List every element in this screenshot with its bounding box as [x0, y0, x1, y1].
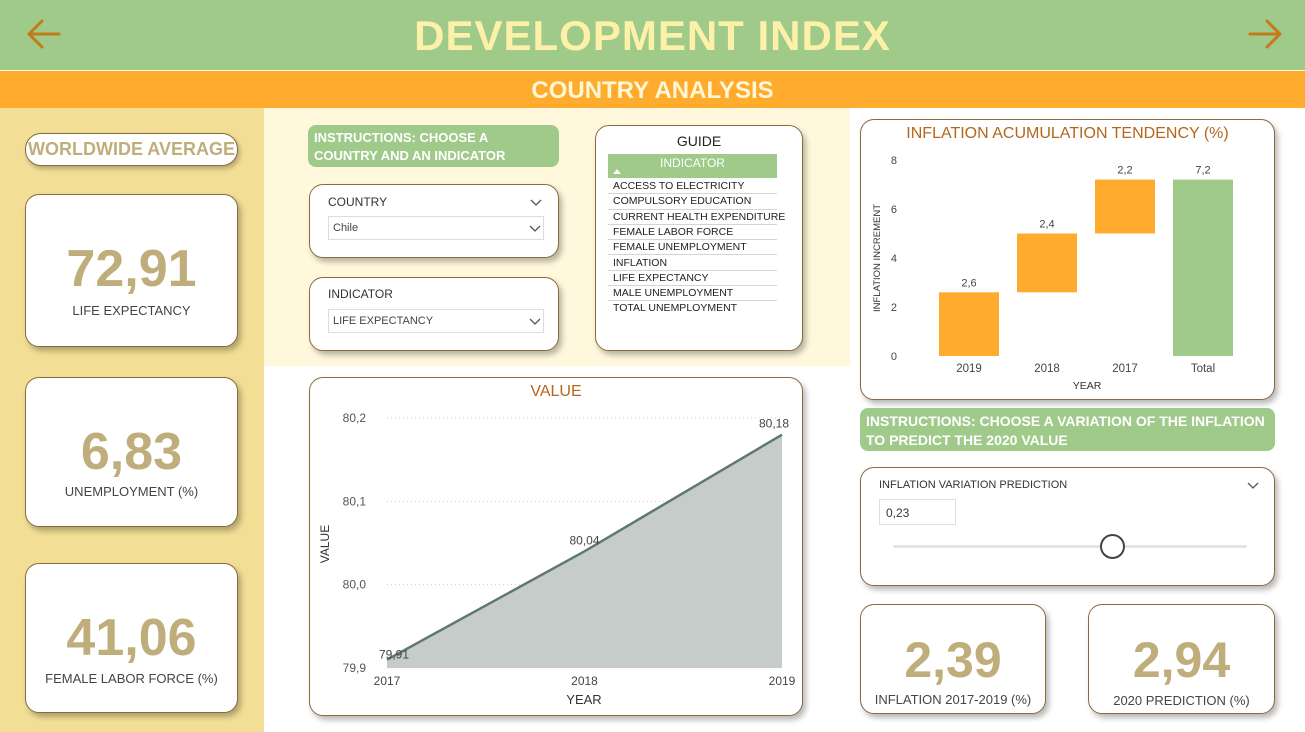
instructions-select-banner: INSTRUCTIONS: CHOOSE A COUNTRY AND AN IN… — [308, 125, 559, 167]
value-chart-title: VALUE — [530, 383, 582, 400]
x-tick-label: 2017 — [374, 674, 401, 688]
data-label: 2,4 — [1039, 219, 1054, 231]
inflation-waterfall-card: INFLATION ACUMULATION TENDENCY (%) 0 2 4 6 8… — [860, 119, 1275, 400]
table-row: MALE UNEMPLOYMENT — [608, 286, 777, 302]
indicator-slicer: INDICATOR LIFE EXPECTANCY — [309, 277, 559, 351]
inflation-prediction-slicer: INFLATION VARIATION PREDICTION 0,23 — [860, 467, 1275, 586]
indicator-dropdown[interactable]: LIFE EXPECTANCY — [328, 309, 544, 333]
kpi-label: UNEMPLOYMENT (%) — [64, 484, 199, 499]
kpi-label: 2020 PREDICTION (%) — [1113, 693, 1250, 708]
table-row: FEMALE UNEMPLOYMENT — [608, 240, 777, 256]
x-tick-label: 2017 — [1112, 363, 1138, 375]
y-tick-label: 4 — [891, 253, 897, 265]
data-label: 7,2 — [1195, 165, 1210, 177]
unemployment-card: 6,83 UNEMPLOYMENT (%) — [25, 377, 238, 527]
slider-track[interactable] — [893, 545, 1247, 548]
y-axis-label: VALUE — [318, 525, 332, 563]
data-label: 80,18 — [759, 417, 789, 431]
country-slicer-title: COUNTRY — [328, 195, 388, 209]
table-row: COMPULSORY EDUCATION — [608, 194, 777, 210]
worldwide-average-title: WORLDWIDE AVERAGE — [25, 133, 238, 166]
kpi-value: 2,94 — [1132, 632, 1231, 688]
page-subtitle: COUNTRY ANALYSIS — [531, 77, 774, 104]
y-tick-label: 80,2 — [343, 411, 367, 425]
waterfall-bar — [1095, 179, 1155, 234]
kpi-label: FEMALE LABOR FORCE (%) — [45, 671, 218, 686]
data-label: 2,2 — [1117, 165, 1132, 177]
indicator-slicer-title: INDICATOR — [328, 287, 393, 301]
slider-thumb[interactable] — [1099, 534, 1125, 559]
kpi-value: 72,91 — [66, 240, 197, 298]
inflation-waterfall-chart: 0 2 4 6 8 2019 2018 2017 Total 2,6 2,4 2,2 7,2 INF… — [872, 155, 1233, 392]
waterfall-chart-title: INFLATION ACUMULATION TENDENCY (%) — [906, 125, 1229, 142]
country-dropdown[interactable]: Chile — [328, 216, 544, 240]
y-axis-label: INFLATION INCREMENT — [872, 204, 883, 312]
kpi-value: 41,06 — [66, 609, 197, 667]
kpi-label: INFLATION 2017-2019 (%) — [874, 692, 1032, 707]
y-tick-label: 0 — [891, 351, 897, 363]
sort-ascending-icon — [613, 169, 621, 174]
y-tick-label: 80,0 — [343, 578, 367, 592]
x-tick-label: 2018 — [571, 674, 598, 688]
guide-header-label: INDICATOR — [660, 156, 725, 170]
kpi-value: 2,39 — [904, 632, 1002, 688]
guide-title: GUIDE — [676, 133, 722, 149]
header-bar: DEVELOPMENT INDEX — [0, 0, 1305, 70]
data-label: 79,91 — [379, 648, 409, 662]
x-tick-label: Total — [1191, 363, 1215, 375]
country-slicer: COUNTRY Chile — [309, 184, 559, 258]
x-axis-label: YEAR — [566, 692, 601, 707]
x-tick-label: 2019 — [769, 674, 796, 688]
waterfall-bar — [1173, 179, 1233, 356]
female-labor-force-card: 41,06 FEMALE LABOR FORCE (%) — [25, 563, 238, 713]
instructions-predict-banner: INSTRUCTIONS: CHOOSE A VARIATION OF THE … — [860, 408, 1275, 451]
value-area-chart: 79,9 80,0 80,1 80,2 2017 2018 2019 79,91 80,04… — [318, 411, 796, 707]
prediction-value-input[interactable]: 0,23 — [879, 499, 956, 525]
y-tick-label: 2 — [891, 302, 897, 314]
table-row: CURRENT HEALTH EXPENDITURE — [608, 210, 785, 225]
waterfall-bar — [939, 292, 999, 356]
value-chart-card: VALUE 79,9 80,0 80,1 80,2 2017 2018 2019 79,9… — [309, 377, 803, 716]
back-arrow-icon[interactable] — [26, 16, 62, 52]
table-row: INFLATION — [608, 256, 777, 271]
subheader-bar: COUNTRY ANALYSIS — [0, 71, 1305, 108]
chevron-down-icon — [529, 225, 541, 232]
chevron-down-icon — [529, 318, 541, 325]
indicator-dropdown-value: LIFE EXPECTANCY — [333, 315, 434, 327]
y-tick-label: 80,1 — [343, 494, 367, 508]
prediction-slicer-title: INFLATION VARIATION PREDICTION — [879, 479, 1068, 491]
table-row: TOTAL UNEMPLOYMENT — [613, 302, 738, 315]
guide-column-header[interactable]: INDICATOR — [608, 154, 777, 178]
data-label: 80,04 — [569, 533, 599, 547]
prediction-2020-card: 2,94 2020 PREDICTION (%) — [1088, 604, 1275, 714]
area-line — [386, 433, 783, 661]
x-tick-label: 2019 — [956, 363, 982, 375]
kpi-label: LIFE EXPECTANCY — [72, 303, 191, 318]
table-row: LIFE EXPECTANCY — [608, 271, 777, 287]
data-label: 2,6 — [961, 277, 976, 289]
life-expectancy-card: 72,91 LIFE EXPECTANCY — [25, 194, 238, 347]
y-tick-label: 79,9 — [343, 661, 367, 675]
x-axis-label: YEAR — [1073, 380, 1102, 392]
table-row: ACCESS TO ELECTRICITY — [608, 179, 777, 195]
guide-table: GUIDE INDICATOR ACCESS TO ELECTRICITY CO… — [595, 125, 803, 351]
x-tick-label: 2018 — [1034, 363, 1060, 375]
inflation-2017-2019-card: 2,39 INFLATION 2017-2019 (%) — [860, 604, 1046, 714]
y-tick-label: 8 — [891, 155, 897, 167]
chevron-down-icon[interactable] — [530, 199, 542, 207]
table-row: FEMALE LABOR FORCE — [608, 225, 777, 241]
country-dropdown-value: Chile — [333, 222, 359, 234]
page-title: DEVELOPMENT INDEX — [414, 12, 891, 59]
kpi-value: 6,83 — [80, 423, 183, 481]
waterfall-bar — [1017, 233, 1077, 293]
forward-arrow-icon[interactable] — [1247, 16, 1283, 52]
chevron-down-icon[interactable] — [1247, 482, 1259, 490]
y-tick-label: 6 — [891, 204, 897, 216]
prediction-value: 0,23 — [886, 506, 910, 520]
